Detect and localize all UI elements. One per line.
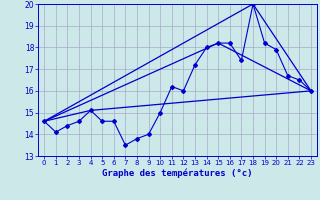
X-axis label: Graphe des températures (°c): Graphe des températures (°c) [102, 169, 253, 178]
